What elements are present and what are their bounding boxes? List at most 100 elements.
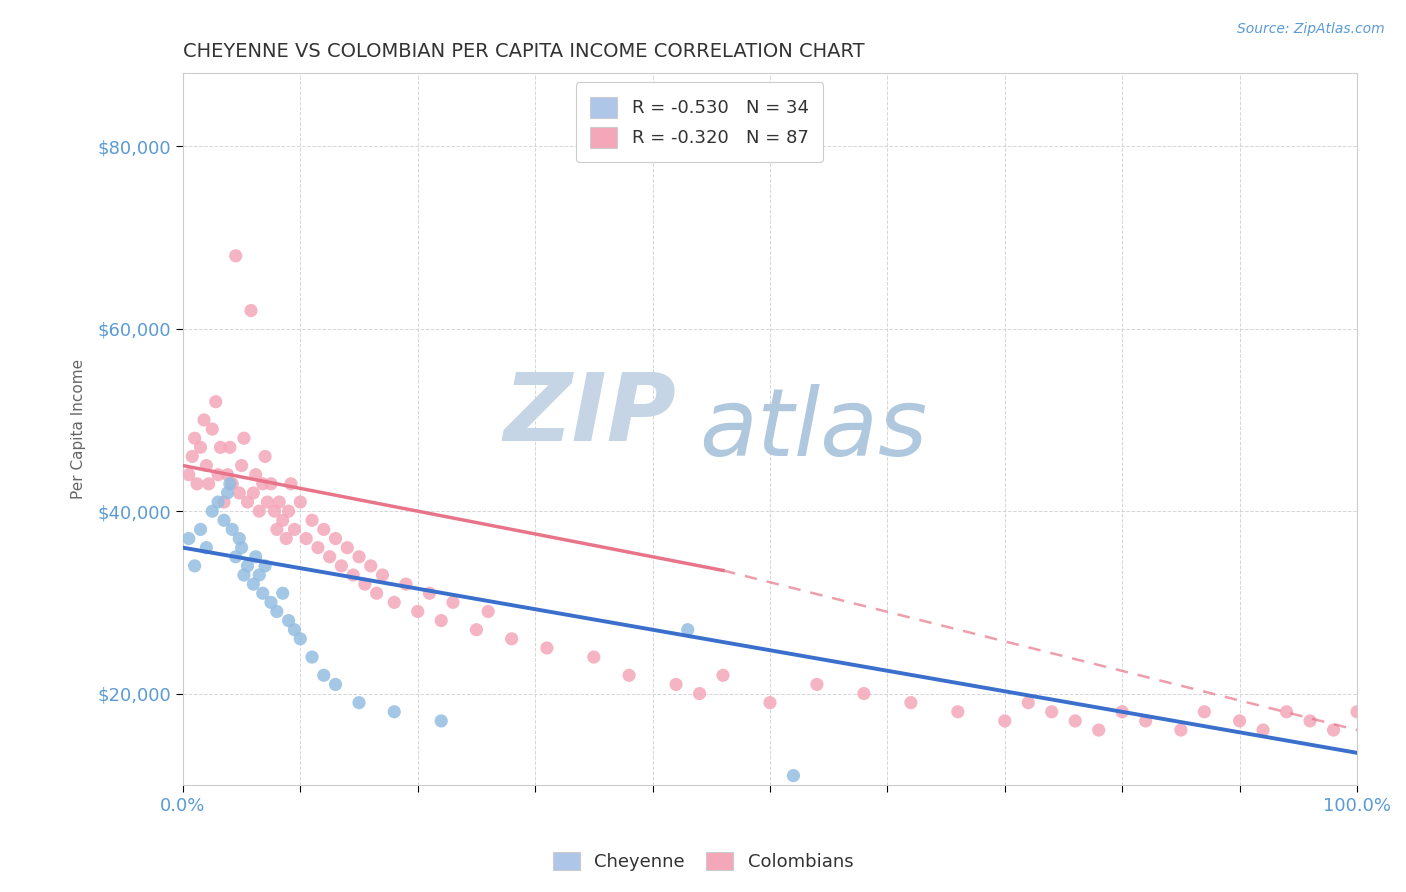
- Point: [307, 541, 329, 555]
- Point: [371, 568, 394, 582]
- Point: [277, 614, 299, 628]
- Point: [1275, 705, 1298, 719]
- Point: [245, 467, 267, 482]
- Point: [277, 504, 299, 518]
- Point: [252, 586, 274, 600]
- Point: [240, 303, 263, 318]
- Point: [382, 705, 405, 719]
- Point: [231, 541, 253, 555]
- Legend: Cheyenne, Colombians: Cheyenne, Colombians: [546, 845, 860, 879]
- Point: [354, 577, 377, 591]
- Point: [217, 467, 239, 482]
- Point: [236, 558, 259, 573]
- Point: [1194, 705, 1216, 719]
- Point: [225, 549, 247, 564]
- Point: [228, 532, 250, 546]
- Point: [260, 476, 283, 491]
- Point: [283, 623, 305, 637]
- Point: [201, 422, 224, 436]
- Point: [242, 577, 264, 591]
- Point: [994, 714, 1017, 728]
- Point: [536, 640, 558, 655]
- Point: [1017, 696, 1039, 710]
- Point: [689, 687, 711, 701]
- Point: [212, 495, 235, 509]
- Text: Source: ZipAtlas.com: Source: ZipAtlas.com: [1237, 22, 1385, 37]
- Point: [190, 440, 212, 454]
- Text: CHEYENNE VS COLOMBIAN PER CAPITA INCOME CORRELATION CHART: CHEYENNE VS COLOMBIAN PER CAPITA INCOME …: [183, 42, 865, 61]
- Point: [806, 677, 828, 691]
- Point: [325, 532, 347, 546]
- Point: [711, 668, 734, 682]
- Legend: R = -0.530   N = 34, R = -0.320   N = 87: R = -0.530 N = 34, R = -0.320 N = 87: [576, 82, 824, 162]
- Point: [295, 532, 318, 546]
- Point: [233, 431, 256, 445]
- Point: [477, 605, 499, 619]
- Point: [1064, 714, 1087, 728]
- Point: [183, 558, 205, 573]
- Point: [276, 532, 298, 546]
- Point: [501, 632, 523, 646]
- Point: [325, 677, 347, 691]
- Point: [283, 523, 305, 537]
- Point: [207, 495, 229, 509]
- Point: [225, 249, 247, 263]
- Point: [301, 650, 323, 665]
- Point: [418, 586, 440, 600]
- Point: [247, 504, 270, 518]
- Point: [318, 549, 340, 564]
- Point: [260, 595, 283, 609]
- Point: [186, 476, 208, 491]
- Point: [852, 687, 875, 701]
- Point: [347, 696, 370, 710]
- Point: [266, 605, 288, 619]
- Point: [406, 605, 429, 619]
- Point: [1346, 705, 1368, 719]
- Point: [1229, 714, 1251, 728]
- Point: [233, 568, 256, 582]
- Point: [946, 705, 969, 719]
- Point: [441, 595, 464, 609]
- Point: [1040, 705, 1063, 719]
- Point: [242, 486, 264, 500]
- Point: [231, 458, 253, 473]
- Point: [280, 476, 302, 491]
- Point: [360, 558, 382, 573]
- Point: [195, 541, 218, 555]
- Point: [212, 513, 235, 527]
- Point: [190, 523, 212, 537]
- Point: [218, 476, 240, 491]
- Text: ZIP: ZIP: [503, 369, 676, 461]
- Point: [197, 476, 219, 491]
- Y-axis label: Per Capita Income: Per Capita Income: [72, 359, 86, 500]
- Point: [252, 476, 274, 491]
- Point: [430, 614, 453, 628]
- Point: [759, 696, 782, 710]
- Point: [201, 504, 224, 518]
- Point: [177, 467, 200, 482]
- Point: [1251, 723, 1274, 737]
- Point: [204, 394, 226, 409]
- Point: [347, 549, 370, 564]
- Point: [181, 450, 204, 464]
- Point: [900, 696, 922, 710]
- Text: atlas: atlas: [700, 384, 928, 475]
- Point: [263, 504, 285, 518]
- Point: [676, 623, 699, 637]
- Point: [1322, 723, 1344, 737]
- Point: [582, 650, 605, 665]
- Point: [236, 495, 259, 509]
- Point: [228, 486, 250, 500]
- Point: [254, 558, 277, 573]
- Point: [221, 523, 243, 537]
- Point: [217, 486, 239, 500]
- Point: [290, 495, 312, 509]
- Point: [177, 532, 200, 546]
- Point: [207, 467, 229, 482]
- Point: [256, 495, 278, 509]
- Point: [336, 541, 359, 555]
- Point: [247, 568, 270, 582]
- Point: [271, 513, 294, 527]
- Point: [366, 586, 388, 600]
- Point: [221, 476, 243, 491]
